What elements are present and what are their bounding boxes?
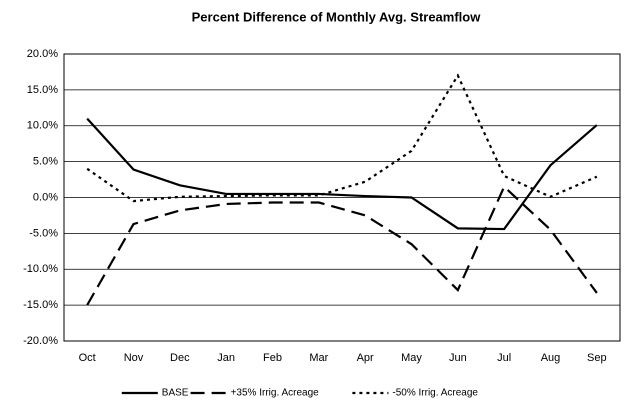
- x-tick-label: Dec: [170, 352, 190, 364]
- x-tick-label: Jul: [497, 352, 511, 364]
- y-tick-label: 0.0%: [33, 191, 58, 203]
- legend-label: +35% Irrig. Acreage: [231, 388, 320, 399]
- legend-label: -50% Irrig. Acreage: [392, 388, 478, 399]
- y-tick-label: 5.0%: [33, 156, 58, 168]
- series-line: [86, 73, 598, 203]
- x-tick-label: Mar: [309, 352, 328, 364]
- x-tick-label: Jan: [217, 352, 235, 364]
- y-tick-label: -15.0%: [23, 299, 58, 311]
- x-tick-label: Apr: [357, 352, 374, 364]
- x-tick-label: Sep: [587, 352, 607, 364]
- y-tick-label: -5.0%: [29, 227, 58, 239]
- x-tick-label: Nov: [124, 352, 144, 364]
- y-tick-label: 10.0%: [27, 120, 58, 132]
- x-tick-label: May: [401, 352, 422, 364]
- y-tick-label: -20.0%: [23, 335, 58, 347]
- x-tick-label: Jun: [449, 352, 467, 364]
- legend-label: BASE: [162, 388, 189, 399]
- series-line: [86, 184, 598, 306]
- series-line: [86, 117, 598, 231]
- y-tick-label: -10.0%: [23, 263, 58, 275]
- chart-title: Percent Difference of Monthly Avg. Strea…: [192, 9, 482, 24]
- x-tick-label: Feb: [263, 352, 282, 364]
- y-tick-label: 15.0%: [27, 84, 58, 96]
- x-tick-label: Oct: [79, 352, 96, 364]
- y-tick-label: 20.0%: [27, 48, 58, 60]
- x-tick-label: Aug: [541, 352, 561, 364]
